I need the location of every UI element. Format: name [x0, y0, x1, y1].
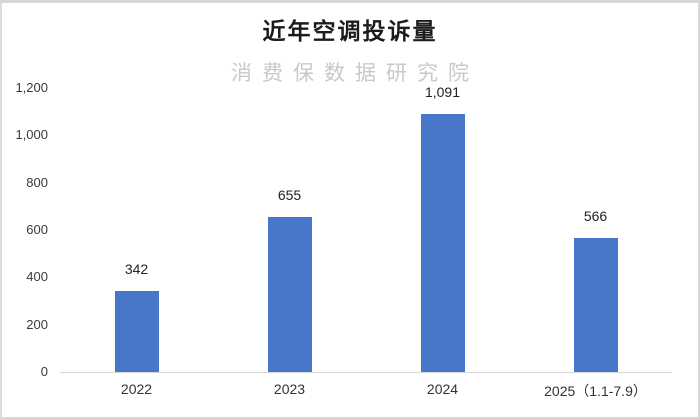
y-tick-label: 800 — [26, 174, 48, 190]
bar-value-label: 655 — [277, 186, 302, 203]
chart-title: 近年空调投诉量 — [262, 18, 438, 44]
x-tick-label: 2022 — [120, 381, 153, 397]
y-tick-label: 400 — [26, 269, 48, 285]
bar-value-label: 566 — [583, 208, 608, 225]
y-tick-label: 0 — [40, 364, 48, 379]
y-tick-label: 1,000 — [15, 127, 48, 143]
bar-2022 — [114, 291, 159, 372]
watermark-text: 消费保数据研究院 — [231, 62, 479, 85]
y-axis: 1,200 1,000 800 600 400 200 0 — [2, 80, 48, 379]
bar-2023 — [267, 216, 312, 372]
plot-area: 342 2022 655 2023 1,091 2024 566 2025（1.1-7.9） — [60, 84, 672, 399]
bar-2025（1.1-7.9） — [573, 238, 618, 372]
bar-value-label: 1,091 — [424, 83, 461, 100]
x-tick-label: 2025（1.1-7.9） — [544, 383, 647, 399]
y-tick-label: 200 — [26, 316, 48, 332]
y-tick-label: 600 — [26, 222, 48, 237]
bar-value-label: 342 — [124, 261, 149, 278]
x-tick-label: 2023 — [273, 381, 306, 397]
y-tick-label: 1,200 — [15, 80, 48, 95]
bar-2024 — [420, 113, 465, 372]
x-tick-label: 2024 — [426, 381, 459, 397]
